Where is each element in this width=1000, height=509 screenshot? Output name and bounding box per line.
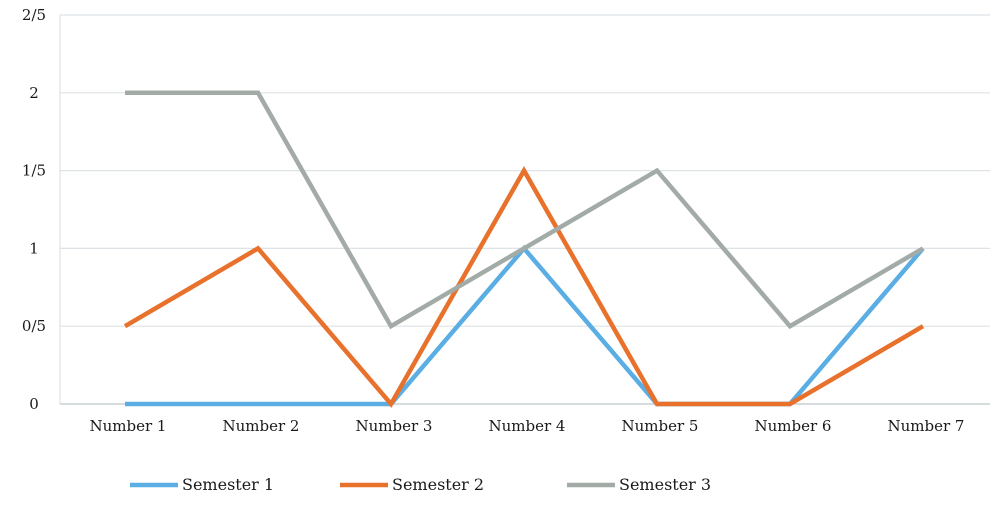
- axes: [59, 15, 990, 405]
- legend: Semester 1 Semester 2 Semester 3: [130, 475, 711, 494]
- y-tick-label: 1: [29, 239, 39, 257]
- legend-label: Semester 3: [619, 475, 711, 494]
- x-tick-labels: Number 1 Number 2 Number 3 Number 4 Number 5…: [90, 417, 965, 435]
- y-tick-labels: 0 0/5 1 1/5 2 2/5: [22, 6, 46, 413]
- series-lines: [123, 90, 925, 408]
- y-tick-label: 0: [29, 395, 39, 413]
- series-line-3: [125, 90, 925, 330]
- x-tick-label: Number 3: [356, 417, 433, 435]
- x-tick-label: Number 6: [755, 417, 832, 435]
- series-line-2: [123, 166, 925, 408]
- y-tick-label: 2/5: [22, 6, 46, 24]
- y-tick-label: 2: [29, 84, 39, 102]
- x-tick-label: Number 7: [888, 417, 965, 435]
- legend-label: Semester 1: [182, 475, 274, 494]
- x-tick-label: Number 4: [489, 417, 566, 435]
- legend-item-1: Semester 1: [130, 475, 274, 494]
- x-tick-label: Number 2: [223, 417, 300, 435]
- x-tick-label: Number 5: [622, 417, 699, 435]
- y-tick-label: 0/5: [22, 317, 46, 335]
- legend-label: Semester 2: [392, 475, 484, 494]
- legend-item-3: Semester 3: [567, 475, 711, 494]
- y-tick-label: 1/5: [22, 162, 46, 180]
- legend-item-2: Semester 2: [340, 475, 484, 494]
- x-tick-label: Number 1: [90, 417, 167, 435]
